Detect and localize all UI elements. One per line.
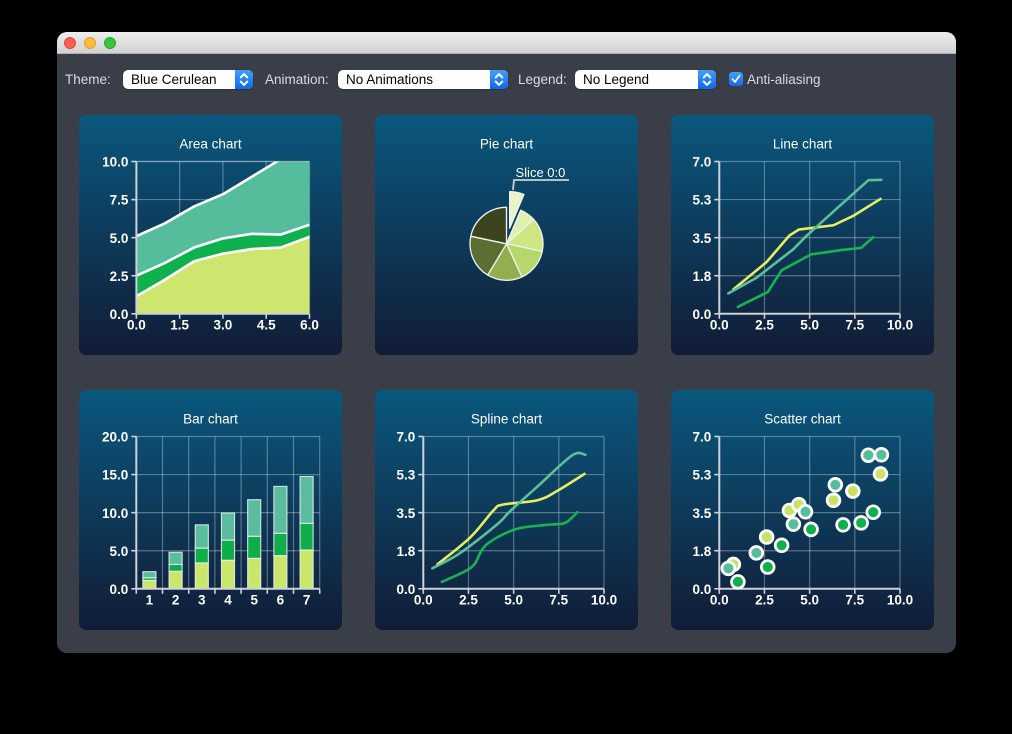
svg-text:3.5: 3.5 [693,231,712,246]
svg-text:0.0: 0.0 [693,582,712,597]
svg-text:7.5: 7.5 [845,318,864,333]
svg-text:5.3: 5.3 [693,468,712,483]
svg-text:10.0: 10.0 [102,506,128,521]
svg-text:0.0: 0.0 [127,318,146,333]
svg-text:7.0: 7.0 [693,155,712,170]
svg-text:0.0: 0.0 [110,307,129,322]
svg-text:0.0: 0.0 [110,582,129,597]
svg-text:1.5: 1.5 [170,318,189,333]
svg-text:5.0: 5.0 [800,318,819,333]
svg-text:20.0: 20.0 [102,430,128,445]
svg-text:1.8: 1.8 [693,544,712,559]
svg-text:2.5: 2.5 [459,593,478,608]
svg-text:2.5: 2.5 [755,593,774,608]
svg-text:5.0: 5.0 [800,593,819,608]
svg-text:5: 5 [250,593,258,608]
svg-text:Bar chart: Bar chart [183,412,238,427]
svg-text:4: 4 [224,593,232,608]
svg-text:Spline chart: Spline chart [471,412,543,427]
svg-text:5.3: 5.3 [693,193,712,208]
svg-text:3: 3 [198,593,206,608]
svg-text:10.0: 10.0 [887,318,913,333]
svg-text:3.5: 3.5 [397,506,416,521]
svg-text:7.5: 7.5 [845,593,864,608]
svg-text:7.0: 7.0 [397,430,416,445]
svg-text:2.5: 2.5 [110,269,129,284]
svg-text:Area chart: Area chart [179,137,242,152]
svg-text:Line chart: Line chart [773,137,833,152]
svg-text:2.5: 2.5 [755,318,774,333]
svg-text:7.5: 7.5 [549,593,568,608]
svg-text:1: 1 [146,593,154,608]
svg-text:10.0: 10.0 [887,593,913,608]
svg-text:0.0: 0.0 [693,307,712,322]
svg-text:10.0: 10.0 [591,593,617,608]
svg-text:6: 6 [277,593,285,608]
svg-text:0.0: 0.0 [414,593,433,608]
svg-text:Scatter chart: Scatter chart [764,412,841,427]
svg-text:0.0: 0.0 [710,318,729,333]
svg-text:0.0: 0.0 [710,593,729,608]
svg-text:5.0: 5.0 [110,231,129,246]
svg-text:2: 2 [172,593,180,608]
svg-text:5.0: 5.0 [110,544,129,559]
svg-text:0.0: 0.0 [397,582,416,597]
svg-text:15.0: 15.0 [102,468,128,483]
svg-text:5.3: 5.3 [397,468,416,483]
svg-text:7.5: 7.5 [110,193,129,208]
svg-text:Slice 0:0: Slice 0:0 [516,165,566,180]
svg-text:Pie chart: Pie chart [480,137,534,152]
svg-text:7.0: 7.0 [693,430,712,445]
svg-text:1.8: 1.8 [397,544,416,559]
svg-text:1.8: 1.8 [693,269,712,284]
svg-text:3.5: 3.5 [693,506,712,521]
svg-text:10.0: 10.0 [102,155,128,170]
svg-text:6.0: 6.0 [300,318,319,333]
svg-text:3.0: 3.0 [214,318,233,333]
svg-text:7: 7 [303,593,311,608]
svg-text:5.0: 5.0 [504,593,523,608]
svg-text:4.5: 4.5 [257,318,276,333]
